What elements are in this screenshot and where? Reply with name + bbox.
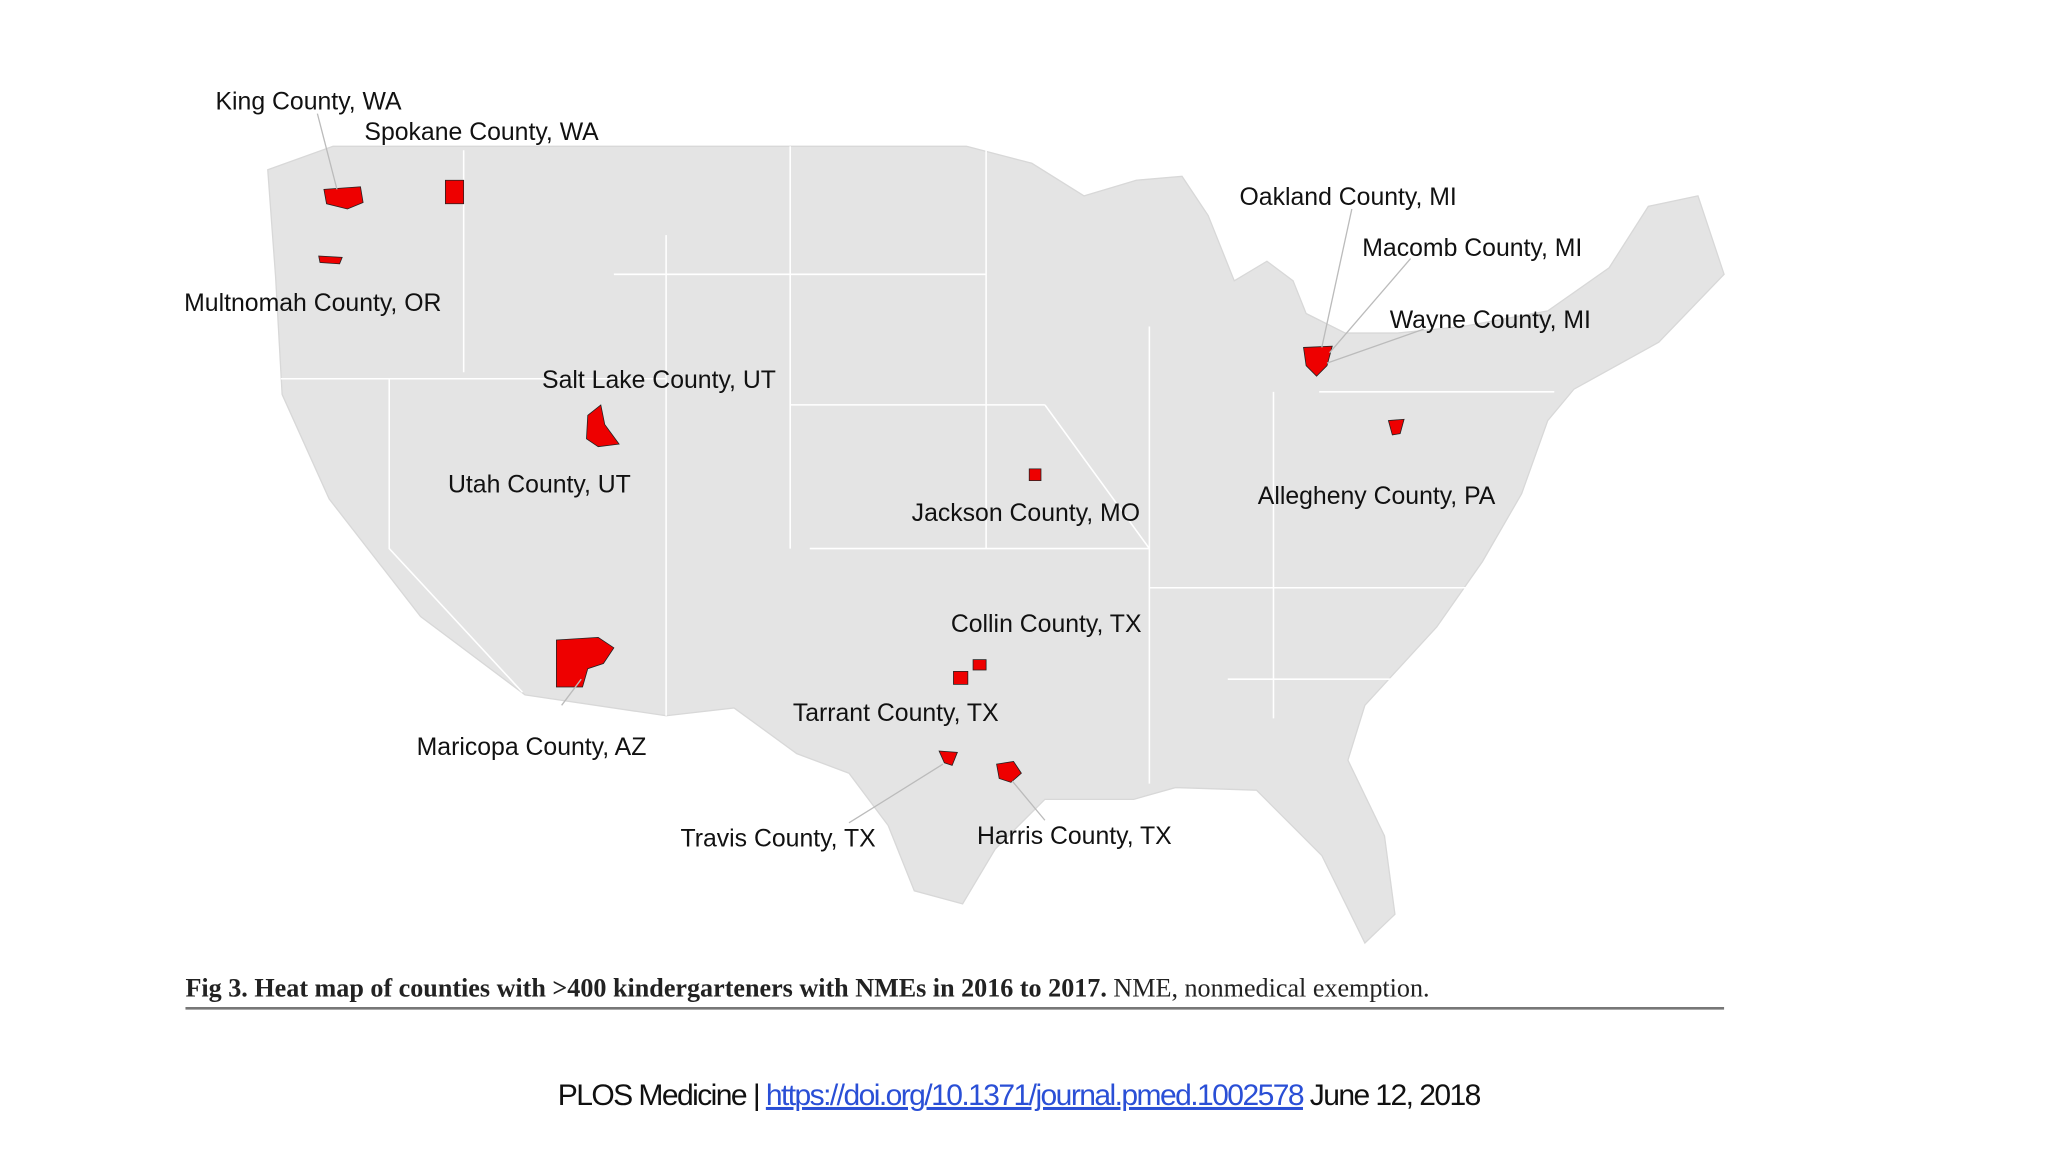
caption-title: Fig 3. Heat map of counties with >400 ki… xyxy=(185,974,1106,1003)
state-borders xyxy=(280,146,1555,784)
caption-note: NME, nonmedical exemption. xyxy=(1113,974,1429,1003)
county-collin xyxy=(972,659,987,671)
county-label: Spokane County, WA xyxy=(364,119,599,146)
county-label: Allegheny County, PA xyxy=(1258,483,1496,510)
county-label: Jackson County, MO xyxy=(912,500,1140,527)
county-label: Tarrant County, TX xyxy=(793,700,999,727)
county-travis xyxy=(938,750,958,766)
county-label: Collin County, TX xyxy=(951,611,1142,638)
county-spokane xyxy=(444,179,465,205)
county-maricopa xyxy=(556,636,615,688)
county-jackson xyxy=(1028,468,1042,482)
county-label: King County, WA xyxy=(216,89,403,116)
county-king xyxy=(323,186,364,210)
county-label: Travis County, TX xyxy=(680,825,876,852)
county-label: Wayne County, MI xyxy=(1390,307,1591,334)
county-label: Maricopa County, AZ xyxy=(417,734,647,761)
county-harris xyxy=(996,761,1022,783)
footer: PLOS Medicine | https://doi.org/10.1371/… xyxy=(558,1079,1481,1112)
county-salt-lake-utah xyxy=(586,404,620,448)
county-label: Utah County, UT xyxy=(448,471,631,498)
footer-date: June 12, 2018 xyxy=(1310,1079,1481,1112)
us-outline xyxy=(267,145,1725,945)
county-label: Macomb County, MI xyxy=(1362,235,1582,262)
county-label: Salt Lake County, UT xyxy=(542,367,776,394)
county-michigan xyxy=(1303,345,1333,377)
county-tarrant xyxy=(953,670,969,685)
footer-journal: PLOS Medicine | xyxy=(558,1079,759,1112)
footer-link[interactable]: https://doi.org/10.1371/journal.pmed.100… xyxy=(766,1079,1306,1112)
county-allegheny xyxy=(1387,418,1405,436)
leader-lines xyxy=(316,113,1424,824)
caption: Fig 3. Heat map of counties with >400 ki… xyxy=(185,974,1429,1003)
us-map: King County, WA Spokane County, WA Multn… xyxy=(184,89,1725,945)
county-multnomah xyxy=(318,255,343,265)
counties xyxy=(318,179,1405,783)
county-label: Harris County, TX xyxy=(977,823,1172,850)
county-label: Oakland County, MI xyxy=(1240,184,1457,211)
county-label: Multnomah County, OR xyxy=(184,290,441,317)
